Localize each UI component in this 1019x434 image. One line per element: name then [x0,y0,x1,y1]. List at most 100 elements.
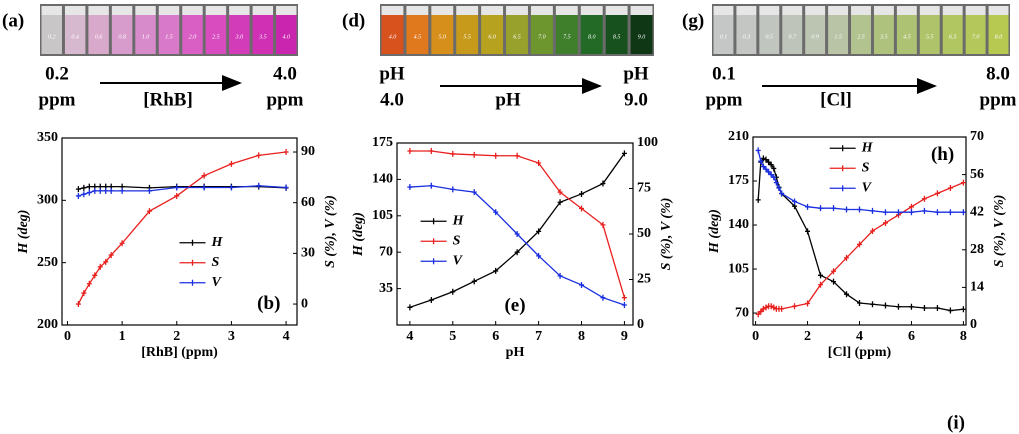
vial [406,15,429,54]
vial-cap [111,6,133,15]
vial [88,15,109,54]
data-point [758,308,764,315]
range-start: 0.2 [45,63,69,84]
vial [873,15,894,54]
series-line [77,151,287,305]
data-point [805,228,811,235]
data-point [805,203,811,210]
data-point [97,263,103,270]
range-start: 0.1 [712,63,736,84]
data-point [81,191,87,198]
data-point [579,205,585,212]
vial-cap [252,6,274,15]
data-point [450,288,456,295]
data-point [960,209,966,216]
data-point [86,183,92,190]
data-point [428,297,434,304]
y2-tick-label: 42 [970,204,984,219]
data-point [557,272,563,279]
x-tick-label: 1 [119,329,126,344]
vial-label: 0.5 [766,34,774,40]
vial-cap [276,6,297,15]
vial-cap [431,6,454,15]
data-point [760,305,766,312]
data-point [771,304,777,311]
vial [782,15,803,54]
y-tick-label: 140 [372,172,393,187]
vial [988,15,1009,54]
vial-cap [630,6,653,15]
data-point [779,305,785,312]
y-tick-label: 35 [379,281,393,296]
y2-tick-label: 30 [301,246,315,261]
data-point [960,179,966,186]
data-point [895,303,901,310]
x-tick-label: 8 [960,329,967,344]
data-point [228,160,234,167]
vial-label: 8.0 [588,34,596,40]
vial-cap [506,6,528,15]
vial-label: 5.5 [463,34,471,40]
series-line [757,182,964,315]
legend-label: H [452,213,465,228]
x-tick-label: 4 [406,329,413,344]
legend-label: V [453,253,464,268]
data-point [471,278,477,285]
panel-label: (e) [504,295,525,316]
vial-cap [530,6,553,15]
data-point [857,206,862,213]
y-tick-label: 105 [372,208,393,223]
data-point [493,267,499,274]
vial [276,15,297,54]
vial [580,15,603,54]
vial-cap [873,6,894,15]
data-point [869,207,875,214]
data-point [493,209,499,216]
vial-cap [828,6,849,15]
vial-label: 8.0 [995,34,1003,40]
vial-label: 4.0 [389,33,397,40]
data-point [908,209,914,216]
data-point [768,161,774,168]
y-tick-label: 140 [728,217,749,232]
vial-label: 7.5 [563,34,571,40]
vial-label: 0.7 [788,34,797,40]
series-line [409,185,625,306]
panel-label: (g) [682,10,704,31]
vial-cap [456,6,479,15]
data-point [921,195,927,202]
vial-label: 6.0 [488,34,496,40]
vial-label: 1.5 [165,34,173,40]
plot-frame [61,137,298,326]
vial [555,15,578,54]
data-point [763,304,769,311]
panel-label: (h) [931,144,954,165]
data-point [818,272,824,279]
data-point [256,182,262,189]
vial-label: 0.6 [95,34,103,40]
y-tick-label: 250 [37,255,58,270]
data-point [103,187,109,194]
range-end: pH [623,63,649,84]
data-point [228,184,234,191]
vial-label: 0.8 [118,34,126,40]
data-point [773,179,779,186]
data-point [579,281,585,288]
range-start: ppm [39,89,76,110]
data-point [908,303,914,310]
data-point [947,307,953,314]
vial [135,15,156,54]
vial-label: 9.0 [638,34,646,40]
vial-cap [135,6,156,15]
vial-cap [205,6,227,15]
data-point [882,302,888,309]
vial-cap [64,6,86,15]
data-point [174,192,180,199]
y-axis-title: H (deg) [16,210,31,255]
data-point [557,199,563,206]
y-tick-label: 70 [379,244,393,259]
data-point [771,174,777,181]
vial-cap [406,6,429,15]
y2-axis-title: S (%), V (%) [659,198,674,271]
data-point [536,160,542,167]
